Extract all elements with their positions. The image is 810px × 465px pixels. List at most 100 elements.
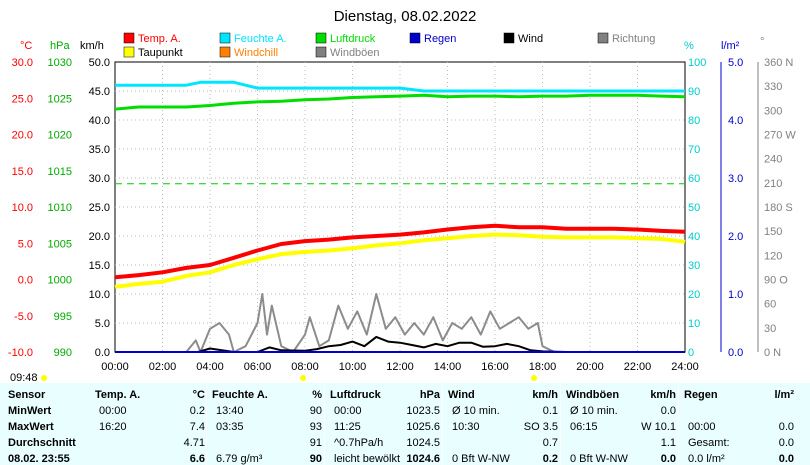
column-unit: °C	[192, 389, 205, 401]
legend-label: Windchill	[234, 47, 278, 59]
temp-tick: 30.0	[12, 57, 33, 69]
sun-marker-left	[41, 375, 47, 381]
table-cell-value: 1024.5	[406, 437, 440, 449]
table-cell-value: 0.0	[778, 453, 794, 465]
table-cell-label: 0 Bft W-NW	[570, 453, 628, 465]
wind-tick: 0.0	[95, 347, 110, 359]
legend-label: Windböen	[330, 47, 380, 59]
table-cell-label: 0.0 l/m²	[688, 453, 725, 465]
x-tick: 04:00	[196, 361, 224, 373]
rain-tick: 4.0	[728, 115, 743, 127]
temp-tick: 5.0	[18, 238, 33, 250]
sunrise-marker	[300, 375, 306, 381]
humidity-unit: %	[684, 40, 694, 52]
column-unit: hPa	[419, 389, 440, 401]
humidity-tick: 60	[688, 173, 700, 185]
table-cell-value: 1024.6	[406, 453, 440, 465]
pressure-tick: 1025	[48, 93, 72, 105]
legend-label: Taupunkt	[138, 47, 183, 59]
rain-unit: l/m²	[721, 40, 740, 52]
table-cell-value: 0.0	[660, 405, 676, 417]
plot-area	[114, 80, 686, 353]
table-cell-label: 0 Bft W-NW	[452, 453, 510, 465]
rain-tick: 1.0	[728, 289, 743, 301]
direction-tick: 240	[764, 154, 782, 166]
pressure-tick: 1020	[48, 130, 72, 142]
legend-swatch	[503, 32, 515, 44]
wind-tick: 20.0	[89, 231, 110, 243]
table-cell-value: 6.6	[189, 453, 205, 465]
table-cell-label: 16:20	[99, 421, 127, 433]
x-tick: 16:00	[481, 361, 509, 373]
direction-tick: 30	[764, 323, 776, 335]
legend-swatch	[315, 32, 327, 44]
rain-tick: 2.0	[728, 231, 743, 243]
row-label: Durchschnitt	[8, 437, 76, 449]
humidity-tick: 20	[688, 289, 700, 301]
series-feuchte-a-	[115, 80, 685, 93]
direction-tick: 300	[764, 105, 782, 117]
axis-units: °C hPa km/h % l/m² °	[20, 36, 764, 52]
x-tick-labels: 00:00 02:00 04:00 06:00 08:00 10:00 12:00 14:00…	[101, 361, 699, 373]
column-separator	[206, 383, 207, 465]
x-tick: 24:00	[671, 361, 699, 373]
table-cell-label: 03:35	[216, 421, 244, 433]
direction-tick: 60	[764, 299, 776, 311]
table-cell-value: 1023.5	[406, 405, 440, 417]
legend-swatch	[409, 32, 421, 44]
pressure-tick: 1005	[48, 238, 72, 250]
wind-tick: 40.0	[89, 115, 110, 127]
table-cell-value: 0.1	[542, 405, 558, 417]
pressure-tick: 1015	[48, 166, 72, 178]
direction-tick: 180 S	[764, 202, 793, 214]
table-cell-label: Ø 10 min.	[570, 405, 618, 417]
table-cell-value: 1.1	[660, 437, 676, 449]
table-cell-value: 0.2	[542, 453, 558, 465]
x-tick: 22:00	[624, 361, 652, 373]
temp-tick: 20.0	[12, 130, 33, 142]
temp-tick: -5.0	[14, 311, 33, 323]
table-cell-label: 13:40	[216, 405, 244, 417]
series-taupunkt	[114, 232, 686, 289]
table-cell-label: Gesamt:	[688, 437, 730, 449]
pressure-tick: 1000	[48, 275, 72, 287]
column-unit: km/h	[532, 389, 558, 401]
wind-tick: 35.0	[89, 144, 110, 156]
table-cell-value: 0.0	[778, 437, 794, 449]
table-cell-label: 06:15	[570, 421, 598, 433]
table-cell-label: 00:00	[688, 421, 716, 433]
x-tick: 00:00	[101, 361, 129, 373]
column-header: Luftdruck	[330, 389, 381, 401]
table-cell-label: 10:30	[452, 421, 480, 433]
column-unit: l/m²	[774, 389, 794, 401]
column-header: Windböen	[566, 389, 620, 401]
direction-tick: 330	[764, 81, 782, 93]
table-cell-value: 4.71	[183, 437, 205, 449]
pressure-unit: hPa	[50, 40, 70, 52]
table-cell-value: 7.4	[189, 421, 205, 433]
temp-unit: °C	[20, 40, 32, 52]
wind-tick: 10.0	[89, 289, 110, 301]
table-cell-value: 0.0	[660, 453, 676, 465]
column-header: Wind	[448, 389, 475, 401]
y-tick-labels: 30.025.020.015.010.05.00.0-5.0-10.010301…	[8, 57, 796, 359]
chart-title: Dienstag, 08.02.2022	[334, 8, 477, 25]
temp-tick: 25.0	[12, 93, 33, 105]
table-cell-value: 0.0	[778, 421, 794, 433]
column-header: Feuchte A.	[212, 389, 268, 401]
table-cell-label: 6.79 g/m³	[216, 453, 263, 465]
legend-swatch	[123, 32, 135, 44]
direction-tick: 150	[764, 226, 782, 238]
direction-unit: °	[760, 36, 764, 48]
x-tick: 12:00	[386, 361, 414, 373]
column-unit: %	[312, 389, 322, 401]
series-luftdruck	[114, 93, 686, 111]
time-left: 09:48	[10, 372, 38, 383]
table-cell-value: SO 3.5	[523, 421, 558, 433]
humidity-tick: 0	[688, 347, 694, 359]
direction-tick: 0 N	[764, 347, 781, 359]
x-tick: 06:00	[244, 361, 272, 373]
column-separator	[324, 383, 325, 465]
direction-tick: 360 N	[764, 57, 793, 69]
pressure-tick: 990	[54, 347, 72, 359]
